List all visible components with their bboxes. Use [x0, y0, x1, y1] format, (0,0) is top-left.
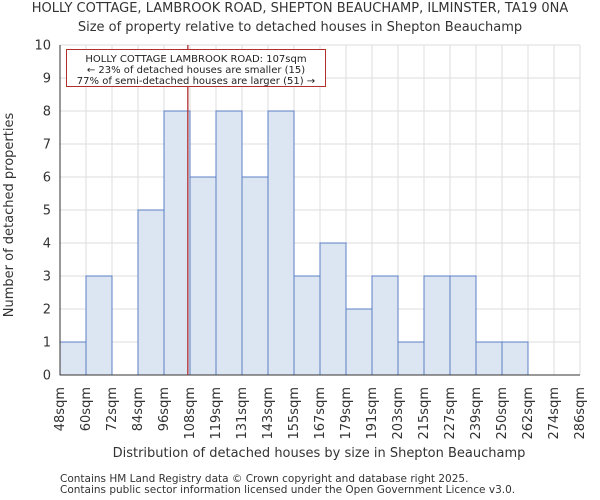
x-tick-label: 131sqm	[235, 387, 250, 440]
bar-84sqm	[137, 209, 165, 376]
annotation-line-1: HOLLY COTTAGE LAMBROOK ROAD: 107sqm	[85, 54, 307, 65]
x-tick-label: 167sqm	[313, 387, 328, 440]
y-tick-labels: 0 1 2 3 4 5 6 7 8 9 10	[34, 39, 51, 384]
bar-250sqm	[501, 341, 529, 376]
x-tick-label: 191sqm	[365, 387, 380, 440]
footer-copyright: Contains HM Land Registry data © Crown c…	[60, 473, 469, 485]
axes	[59, 45, 580, 376]
x-tick-label: 108sqm	[183, 387, 198, 440]
x-tick-label: 60sqm	[79, 387, 94, 431]
x-axis-label: Distribution of detached houses by size …	[113, 446, 526, 461]
x-tick-label: 215sqm	[417, 387, 432, 440]
footer-licence: Contains public sector information licen…	[60, 484, 516, 496]
property-annotation: HOLLY COTTAGE LAMBROOK ROAD: 107sqm ← 23…	[66, 49, 326, 87]
bar-155sqm	[293, 275, 321, 376]
bar-203sqm	[397, 341, 425, 376]
bar-191sqm	[371, 275, 399, 376]
y-tick-label: 8	[43, 105, 51, 120]
x-tick-label: 119sqm	[209, 387, 224, 440]
bar-96sqm	[163, 110, 191, 376]
annotation-line-2: ← 23% of detached houses are smaller (15…	[86, 65, 306, 76]
bar-143sqm	[267, 110, 295, 376]
bar-167sqm	[319, 242, 347, 376]
y-tick-label: 9	[43, 72, 51, 87]
bar-179sqm	[345, 308, 373, 376]
annotation-line-3: 77% of semi-detached houses are larger (…	[76, 76, 316, 87]
y-tick-label: 10	[34, 39, 51, 54]
y-tick-label: 2	[43, 303, 51, 318]
x-tick-label: 203sqm	[391, 387, 406, 440]
x-tick-label: 250sqm	[495, 387, 510, 440]
x-tick-label: 179sqm	[339, 387, 354, 440]
x-tick-label: 262sqm	[521, 387, 536, 440]
x-tick-label: 227sqm	[443, 387, 458, 440]
chart-title: HOLLY COTTAGE, LAMBROOK ROAD, SHEPTON BE…	[31, 1, 569, 16]
x-tick-label: 274sqm	[547, 387, 562, 440]
x-tick-labels: 48sqm 60sqm 72sqm 84sqm 96sqm 108sqm 119sqm 131…	[53, 387, 588, 440]
bar-108sqm	[189, 176, 217, 376]
x-tick-label: 84sqm	[131, 387, 146, 431]
y-tick-label: 6	[43, 171, 51, 186]
x-tick-label: 48sqm	[53, 387, 68, 431]
bar-227sqm	[449, 275, 477, 376]
x-tick-label: 143sqm	[261, 387, 276, 440]
y-tick-label: 1	[43, 336, 51, 351]
x-tick-label: 286sqm	[573, 387, 588, 440]
y-tick-label: 3	[43, 270, 51, 285]
x-tick-label: 155sqm	[287, 387, 302, 440]
bar-131sqm	[241, 176, 269, 376]
bar-48sqm	[59, 341, 87, 376]
bar-239sqm	[475, 341, 503, 376]
x-tick-label: 72sqm	[105, 387, 120, 431]
bar-215sqm	[423, 275, 451, 376]
y-tick-label: 7	[43, 138, 51, 153]
x-tick-label: 96sqm	[157, 387, 172, 431]
y-tick-label: 5	[43, 204, 51, 219]
x-tick-label: 239sqm	[469, 387, 484, 440]
chart-subtitle: Size of property relative to detached ho…	[77, 20, 523, 35]
bars	[59, 110, 529, 376]
y-axis-label: Number of detached properties	[2, 113, 17, 318]
y-tick-label: 0	[43, 369, 51, 384]
y-tick-label: 4	[43, 237, 51, 252]
bar-119sqm	[215, 110, 243, 376]
bar-60sqm	[85, 275, 113, 376]
